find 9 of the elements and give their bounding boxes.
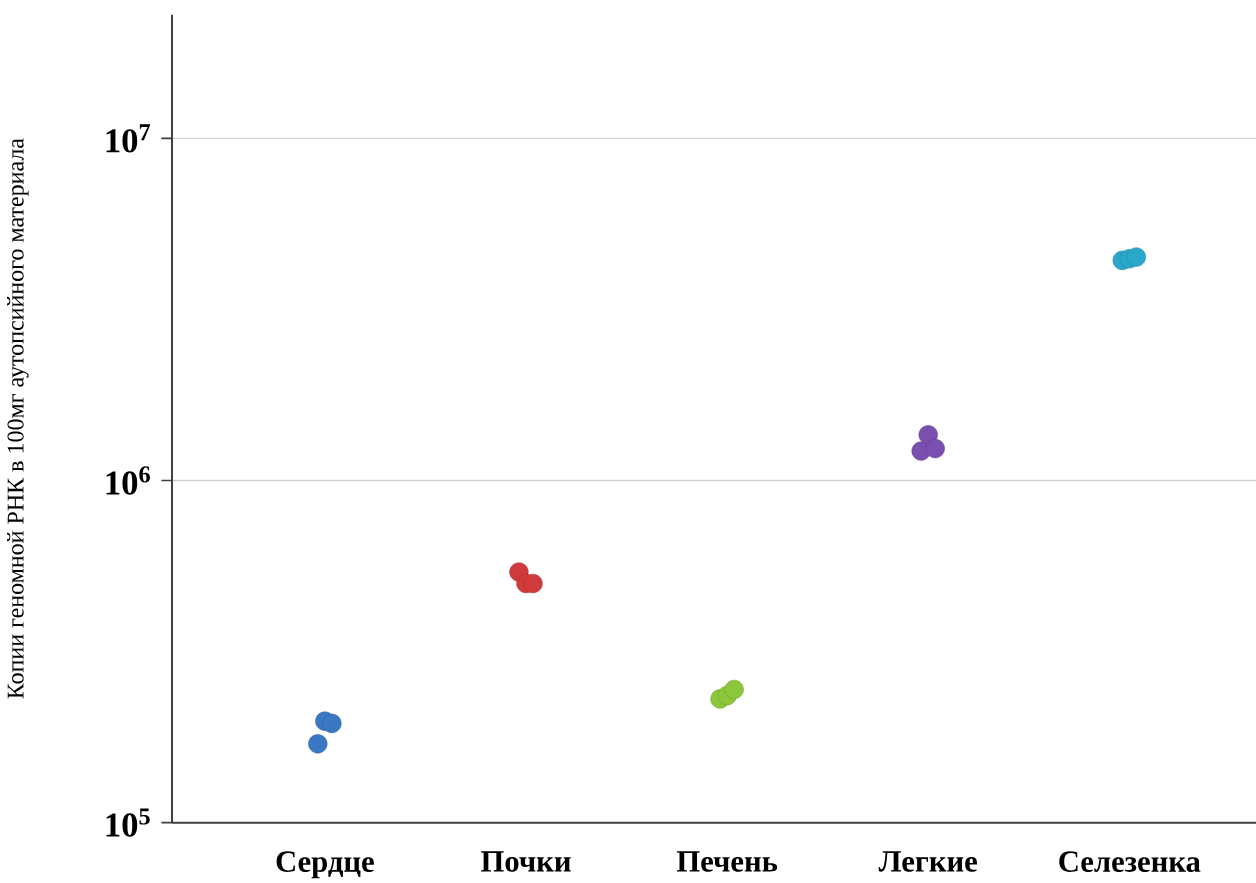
x-tick-label: Селезенка [1059, 851, 1201, 873]
x-tick-label: Легкие [878, 851, 977, 872]
x-tick-label: Сердце [276, 851, 374, 879]
x-tick-label: Почки [481, 851, 571, 872]
y-tick-label: 10$^{5}$ [106, 808, 150, 837]
x-tick-label: Печень [676, 851, 778, 872]
y-axis-title: Копии геномной РНК в 100мг аутопсийного материала [7, 138, 29, 699]
y-tick-label: 10$^{7}$ [106, 124, 151, 153]
y-tick-label: 10$^{6}$ [106, 466, 150, 495]
